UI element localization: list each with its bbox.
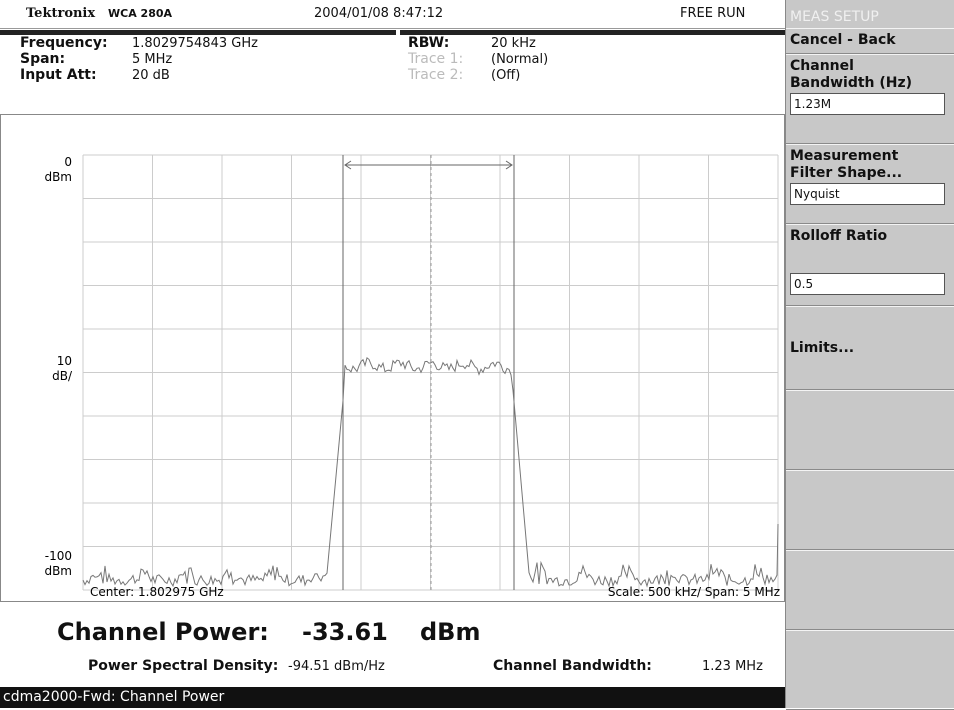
menu-button[interactable] xyxy=(786,550,954,630)
setting-value: 20 kHz xyxy=(491,36,536,51)
menu-label: Rolloff Ratio xyxy=(790,228,888,244)
menu-button[interactable] xyxy=(786,390,954,470)
menu-label: Channel Bandwidth (Hz) xyxy=(790,58,913,91)
center-frequency: Center: 1.802975 GHz xyxy=(90,585,224,599)
menu-label: Limits... xyxy=(790,340,855,356)
setting-value: 20 dB xyxy=(132,68,170,83)
status-strip xyxy=(400,30,785,35)
result-value: -33.61 xyxy=(302,618,388,646)
setting-label: Frequency: xyxy=(20,35,108,51)
setting-label: RBW: xyxy=(408,35,450,51)
ref-level: 0 xyxy=(64,155,72,169)
header: Tektronix WCA 280A 2004/01/08 8:47:12 FR… xyxy=(0,0,785,29)
setting-label: Trace 1: xyxy=(408,51,464,67)
plot-frame xyxy=(0,114,785,602)
menu-label: Cancel - Back xyxy=(790,32,896,48)
datetime: 2004/01/08 8:47:12 xyxy=(314,6,444,21)
setting-label: Span: xyxy=(20,51,66,67)
menu-label: Measurement Filter Shape... xyxy=(790,148,903,181)
psd-label: Power Spectral Density: xyxy=(88,658,279,674)
ref-unit: dBm xyxy=(44,170,72,184)
menu-input[interactable]: 0.5 xyxy=(790,273,945,295)
psd-value: -94.51 dBm/Hz xyxy=(288,659,385,674)
trace xyxy=(82,357,779,588)
menu-button[interactable] xyxy=(786,630,954,710)
menu-button[interactable]: Rolloff Ratio 0.5 xyxy=(786,224,954,306)
run-mode: FREE RUN xyxy=(680,6,746,21)
bw-label: Channel Bandwidth: xyxy=(493,658,652,674)
model: WCA 280A xyxy=(108,7,173,20)
status-strip xyxy=(0,30,396,35)
bottom-level: -100 xyxy=(45,549,72,563)
menu-button[interactable]: Measurement Filter Shape... Nyquist xyxy=(786,144,954,224)
menu-button[interactable]: Channel Bandwidth (Hz) 1.23M xyxy=(786,54,954,144)
setting-value: 5 MHz xyxy=(132,52,173,67)
menu-button[interactable]: Limits... xyxy=(786,306,954,390)
plot: 0 dBm 10 dB/ -100 dBm Center: 1.802975 G… xyxy=(0,114,785,602)
setting-value: 1.8029754843 GHz xyxy=(132,36,258,51)
menu-title: MEAS SETUP xyxy=(790,9,879,25)
scale-unit: dB/ xyxy=(52,369,73,383)
setting-label: Trace 2: xyxy=(408,67,464,83)
menu-button[interactable] xyxy=(786,470,954,550)
setting-label: Input Att: xyxy=(20,67,97,83)
bw-value: 1.23 MHz xyxy=(702,659,763,674)
menu-input[interactable]: 1.23M xyxy=(790,93,945,115)
side-menu: MEAS SETUP Cancel - Back Channel Bandwidt… xyxy=(785,0,954,710)
setting-value: (Normal) xyxy=(491,52,549,67)
bottom-unit: dBm xyxy=(44,564,72,578)
arrow-heads xyxy=(344,160,513,170)
setting-value: (Off) xyxy=(491,68,521,83)
brand: Tektronix xyxy=(26,6,96,21)
result-unit: dBm xyxy=(420,618,481,646)
scale-value: 10 xyxy=(57,354,72,368)
result-label: Channel Power: xyxy=(57,618,269,646)
status-bar: cdma2000-Fwd: Channel Power xyxy=(0,687,785,708)
menu-input[interactable]: Nyquist xyxy=(790,183,945,205)
menu-button[interactable]: Cancel - Back xyxy=(786,28,954,54)
span-scale: Scale: 500 kHz/ Span: 5 MHz xyxy=(608,585,780,599)
